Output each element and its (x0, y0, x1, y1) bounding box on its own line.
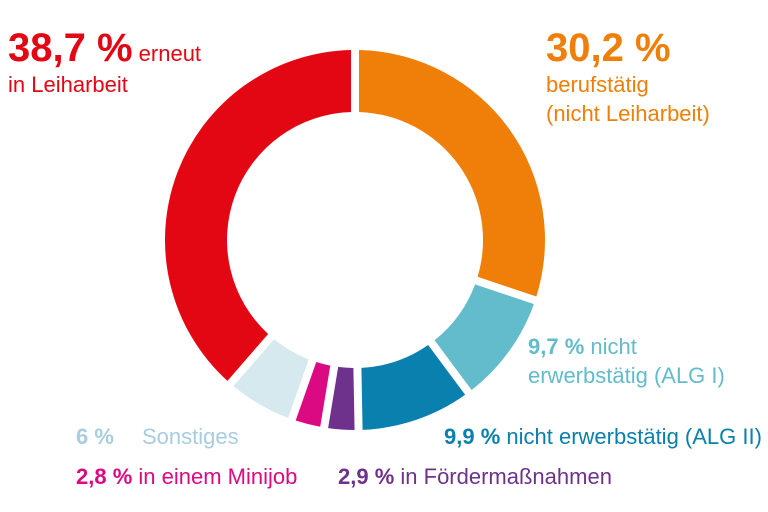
pct-leiharbeit: 38,7 % (8, 26, 133, 70)
label-berufstaetig: 30,2 % berufstätig (nicht Leiharbeit) (546, 26, 710, 128)
donut-segment-4 (295, 362, 331, 427)
label-sonstiges: 6 % Sonstiges (76, 422, 239, 451)
pct-alg1: 9,7 % (528, 334, 585, 359)
donut-segment-3 (328, 366, 355, 430)
text-berufstaetig-1: berufstätig (546, 72, 649, 97)
text-minijob: in einem Minijob (138, 464, 298, 489)
text-foerder: in Fördermaßnahmen (400, 464, 612, 489)
donut-segment-0 (358, 50, 545, 297)
donut-segment-1 (434, 284, 534, 391)
pct-berufstaetig: 30,2 % (546, 26, 671, 70)
text-leiharbeit-2: in Leiharbeit (8, 72, 128, 97)
text-sonstiges: Sonstiges (142, 424, 239, 449)
pct-alg2: 9,9 % (444, 424, 501, 449)
label-leiharbeit: 38,7 % erneut in Leiharbeit (8, 26, 201, 99)
pct-foerder: 2,9 % (338, 464, 395, 489)
text-leiharbeit-1: erneut (138, 41, 202, 66)
label-foerder: 2,9 % in Fördermaßnahmen (338, 462, 612, 491)
label-minijob: 2,8 % in einem Minijob (76, 462, 297, 491)
pct-sonstiges: 6 % (76, 424, 114, 449)
pct-minijob: 2,8 % (76, 464, 133, 489)
donut-segment-2 (361, 345, 466, 430)
label-alg1: 9,7 % nicht erwerbstätig (ALG I) (528, 332, 725, 390)
text-berufstaetig-2: (nicht Leiharbeit) (546, 101, 710, 126)
text-alg1-2: erwerbstätig (ALG I) (528, 363, 725, 388)
text-alg1-1: nicht (590, 334, 637, 359)
donut-segment-5 (233, 339, 309, 418)
donut-segment-6 (165, 50, 352, 381)
text-alg2: nicht erwerbstätig (ALG II) (506, 424, 762, 449)
label-alg2: 9,9 % nicht erwerbstätig (ALG II) (444, 422, 762, 451)
